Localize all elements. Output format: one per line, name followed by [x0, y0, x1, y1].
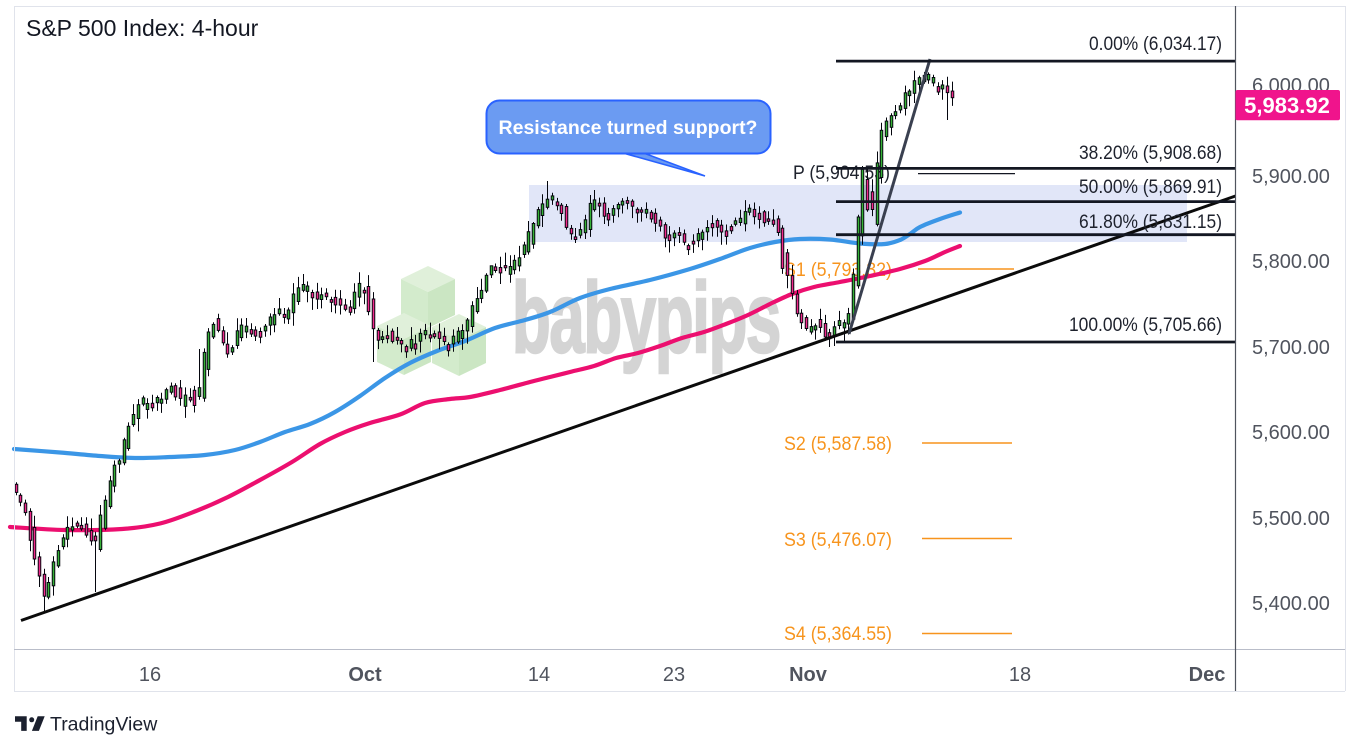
- svg-text:14: 14: [528, 664, 550, 686]
- svg-text:S4 (5,364.55): S4 (5,364.55): [784, 624, 892, 645]
- svg-text:S&P 500 Index: 4-hour: S&P 500 Index: 4-hour: [26, 15, 259, 41]
- svg-text:0.00% (6,034.17): 0.00% (6,034.17): [1089, 34, 1222, 55]
- svg-text:TradingView: TradingView: [50, 714, 158, 736]
- svg-text:18: 18: [1009, 664, 1031, 686]
- svg-text:23: 23: [663, 664, 685, 686]
- svg-text:P (5,904.53): P (5,904.53): [793, 163, 890, 184]
- svg-text:5,900.00: 5,900.00: [1252, 166, 1330, 188]
- svg-text:Oct: Oct: [348, 664, 382, 686]
- svg-text:5,800.00: 5,800.00: [1252, 251, 1330, 273]
- svg-text:5,500.00: 5,500.00: [1252, 508, 1330, 530]
- svg-text:38.20% (5,908.68): 38.20% (5,908.68): [1079, 143, 1222, 164]
- svg-text:S3 (5,476.07): S3 (5,476.07): [784, 530, 892, 551]
- svg-text:100.00% (5,705.66): 100.00% (5,705.66): [1069, 315, 1222, 336]
- svg-text:S2 (5,587.58): S2 (5,587.58): [784, 434, 892, 455]
- svg-text:5,983.92: 5,983.92: [1244, 93, 1330, 118]
- svg-text:Dec: Dec: [1189, 664, 1226, 686]
- svg-text:61.80% (5,831.15): 61.80% (5,831.15): [1079, 212, 1222, 233]
- svg-text:Nov: Nov: [789, 664, 828, 686]
- svg-text:16: 16: [139, 664, 161, 686]
- svg-text:5,600.00: 5,600.00: [1252, 422, 1330, 444]
- svg-text:5,700.00: 5,700.00: [1252, 337, 1330, 359]
- svg-text:Resistance turned support?: Resistance turned support?: [499, 117, 758, 139]
- svg-text:50.00% (5,869.91): 50.00% (5,869.91): [1079, 177, 1222, 198]
- svg-text:5,400.00: 5,400.00: [1252, 593, 1330, 615]
- svg-text:S1 (5,793.32): S1 (5,793.32): [784, 260, 892, 281]
